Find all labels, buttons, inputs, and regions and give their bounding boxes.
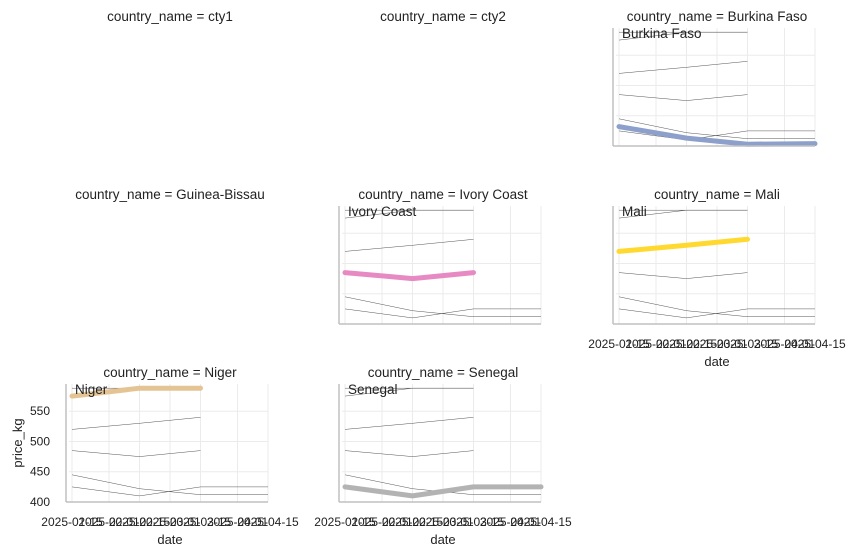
x-tick-label: 2025-01-15 — [41, 515, 103, 529]
x-tick-label: 2025-03-15 — [717, 337, 779, 351]
background-series-line — [618, 296, 815, 317]
x-tick-label: 2025-02-15 — [656, 337, 718, 351]
facet-guinea-bissau: country_name = Guinea-Bissau — [75, 187, 264, 202]
x-tick-label: 2025-02-15 — [382, 515, 444, 529]
x-tick-label: 2025-04-01 — [207, 515, 269, 529]
highlight-series-line — [616, 236, 750, 254]
y-tick-label: 500 — [30, 434, 50, 448]
background-series-line — [71, 450, 201, 457]
facet-title: country_name = Guinea-Bissau — [75, 187, 264, 202]
x-tick-label: 2025-03-01 — [412, 515, 474, 529]
x-tick-label: 2025-02-01 — [351, 515, 413, 529]
background-series-line — [344, 308, 541, 319]
background-series-line — [71, 474, 268, 495]
background-series-line — [618, 308, 815, 319]
y-tick-label: 450 — [30, 465, 50, 479]
facet-title: country_name = Ivory Coast — [358, 187, 527, 202]
background-series-line — [618, 61, 748, 74]
y-axis-label: price_kg — [10, 418, 25, 467]
background-series-line — [618, 130, 815, 141]
x-tick-label: 2025-04-01 — [480, 515, 542, 529]
facet-cty2: country_name = cty2 — [380, 9, 506, 24]
x-axis-label: date — [430, 532, 455, 547]
highlight-series-line — [342, 270, 476, 282]
highlight-series-line — [69, 385, 203, 399]
background-series-line — [71, 417, 201, 430]
series-label: Ivory Coast — [348, 204, 417, 219]
x-tick-label: 2025-04-15 — [784, 337, 846, 351]
y-tick-label: 550 — [30, 404, 50, 418]
facet-niger: country_name = Niger Niger 400 450 500 550 pri… — [10, 365, 299, 547]
highlight-series-line — [342, 484, 544, 499]
facet-senegal: country_name = SenegalSenegal2025-01-152… — [314, 365, 572, 547]
facet-ivory-coast: country_name = Ivory Coast Ivory Coast — [338, 187, 542, 325]
x-tick-label: 2025-02-01 — [78, 515, 140, 529]
background-series-line — [618, 272, 748, 279]
x-tick-label: 2025-01-15 — [314, 515, 376, 529]
background-series-line — [344, 417, 474, 430]
facet-title: country_name = Niger — [103, 365, 237, 380]
y-tick-label: 400 — [30, 495, 50, 509]
x-axis-label: date — [704, 354, 729, 369]
x-tick-label: 2025-02-15 — [109, 515, 171, 529]
background-series-line — [344, 239, 474, 252]
facet-title: country_name = Senegal — [368, 365, 518, 380]
x-axis-label: date — [157, 532, 182, 547]
background-series-line — [618, 118, 815, 139]
series-label: Burkina Faso — [622, 26, 702, 41]
facet-title: country_name = Mali — [654, 187, 780, 202]
background-series-line — [344, 450, 474, 457]
highlight-series-line — [616, 124, 818, 147]
x-tick-label: 2025-03-01 — [686, 337, 748, 351]
x-tick-label: 2025-02-01 — [625, 337, 687, 351]
x-tick-label: 2025-04-01 — [754, 337, 816, 351]
background-series-line — [618, 94, 748, 101]
facet-title: country_name = Burkina Faso — [627, 9, 807, 24]
x-tick-label: 2025-03-15 — [170, 515, 232, 529]
facet-title: country_name = cty2 — [380, 9, 506, 24]
x-tick-label: 2025-04-15 — [237, 515, 299, 529]
facet-cty1: country_name = cty1 — [107, 9, 233, 24]
series-label: Niger — [75, 382, 108, 397]
x-tick-label: 2025-03-01 — [139, 515, 201, 529]
facet-mali: country_name = MaliMali2025-01-152025-02… — [588, 187, 846, 369]
x-tick-label: 2025-04-15 — [510, 515, 572, 529]
series-label: Mali — [622, 204, 647, 219]
x-tick-label: 2025-03-15 — [443, 515, 505, 529]
facet-title: country_name = cty1 — [107, 9, 233, 24]
background-series-line — [71, 486, 268, 497]
facet-burkina-faso: country_name = Burkina Faso Burkina Faso — [612, 9, 818, 147]
background-series-line — [344, 296, 541, 317]
series-label: Senegal — [348, 382, 398, 397]
x-tick-label: 2025-01-15 — [588, 337, 650, 351]
